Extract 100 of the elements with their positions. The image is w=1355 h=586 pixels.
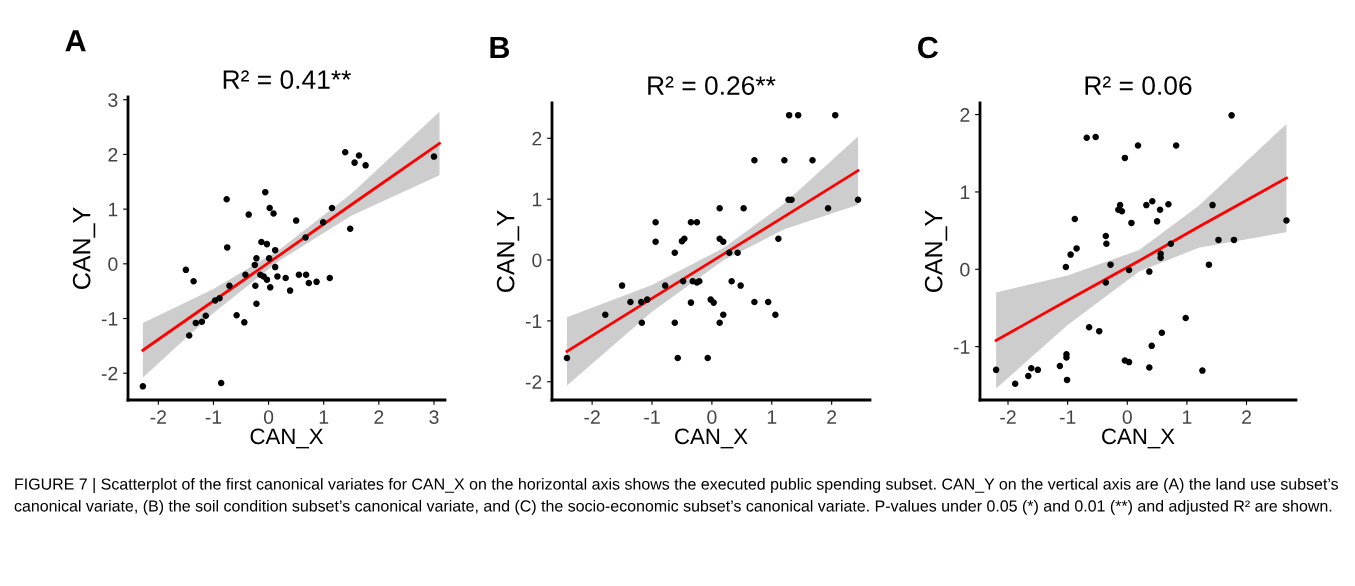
point [1153,218,1161,225]
point [305,279,313,287]
y-tick-label: 1 [108,202,118,217]
point [1146,364,1153,371]
point [271,263,279,271]
point [751,298,758,306]
point [241,319,248,326]
y-tick-label: 1 [960,185,970,199]
point [328,204,336,212]
y-tick-label: 2 [108,147,118,162]
point [1209,201,1216,209]
point [716,319,723,326]
point [319,218,327,226]
point [1092,133,1099,141]
x-tick-label: 1 [767,410,777,424]
point [1143,201,1150,209]
point [270,210,277,217]
point [704,354,711,362]
point [245,211,252,218]
point [809,156,816,164]
point [637,298,645,306]
x-tick-label: -2 [584,410,600,424]
y-tick-label: 0 [532,253,542,268]
point [1172,142,1180,149]
chart-title: R² = 0.06 [1085,76,1192,95]
caption: FIGURE 7 | Scatterplot of the first canonical variates for CAN_X on the horizontal axis shows the executed public spending subset. CAN_Y on the vertical axis are (A) the land use subset’s canonical variate, (B) the soil condition subset’s canonical variate, and (C) the socio-economic subset’s canonical variate. P-values under 0.05 (*) and 0.01 (**) and adjusted R² are shown. [14,478,1339,515]
text: C [918,36,939,59]
point [292,217,300,224]
point [716,205,723,212]
point [1134,142,1142,149]
point [824,205,832,212]
point [362,162,369,169]
point [271,246,279,254]
point [728,278,735,285]
x-tick-label: 1 [1182,410,1192,424]
point [217,379,225,387]
point [302,234,309,241]
y-tick-label: -2 [525,375,542,389]
point [326,274,334,282]
point [430,153,438,160]
point [563,354,571,362]
point [1107,261,1114,268]
x-tick-label: 2 [374,410,384,424]
point [1128,219,1135,227]
x-axis-title: CAN_X [250,428,324,449]
point [671,249,679,256]
line-series [141,142,441,352]
point [226,282,233,289]
point [355,152,363,159]
point [726,249,733,256]
point [1071,215,1079,223]
point [263,240,271,248]
point [282,274,289,282]
x-tick-label: 2 [827,410,837,424]
point [674,354,682,362]
point [295,271,303,279]
point [351,159,358,166]
point [661,282,669,289]
y-tick-label: 1 [532,192,542,207]
point [1073,245,1080,252]
point [618,282,626,289]
point [737,282,744,289]
point [1157,254,1164,261]
point [1067,251,1074,258]
point [1085,324,1093,331]
point [652,238,659,246]
point [1125,266,1133,274]
point [764,298,772,306]
point [182,266,190,274]
point [740,205,747,212]
point [1230,236,1238,244]
y-tick-label: 2 [532,131,542,146]
x-tick-label: 0 [263,410,274,424]
point [1083,134,1090,142]
point [720,238,727,246]
point [1149,197,1156,205]
point [252,282,259,289]
point [1063,376,1071,384]
point [233,311,240,319]
point [1062,263,1070,271]
point [992,366,1000,374]
point [266,204,273,212]
point [643,296,651,303]
point [781,156,788,164]
point [751,156,758,164]
x-axis-title: CAN_X [1102,428,1175,449]
x-tick-label: -2 [1000,410,1016,424]
point [263,276,271,283]
point [638,319,646,326]
point [1011,380,1019,388]
point [687,219,695,226]
y-tick-label: -1 [101,312,118,326]
point [1121,154,1129,162]
point [253,300,260,307]
text: B [490,37,510,59]
point [1056,362,1064,370]
point [1103,240,1110,248]
point [202,312,209,320]
x-tick-label: -2 [150,410,166,424]
point [262,188,269,196]
